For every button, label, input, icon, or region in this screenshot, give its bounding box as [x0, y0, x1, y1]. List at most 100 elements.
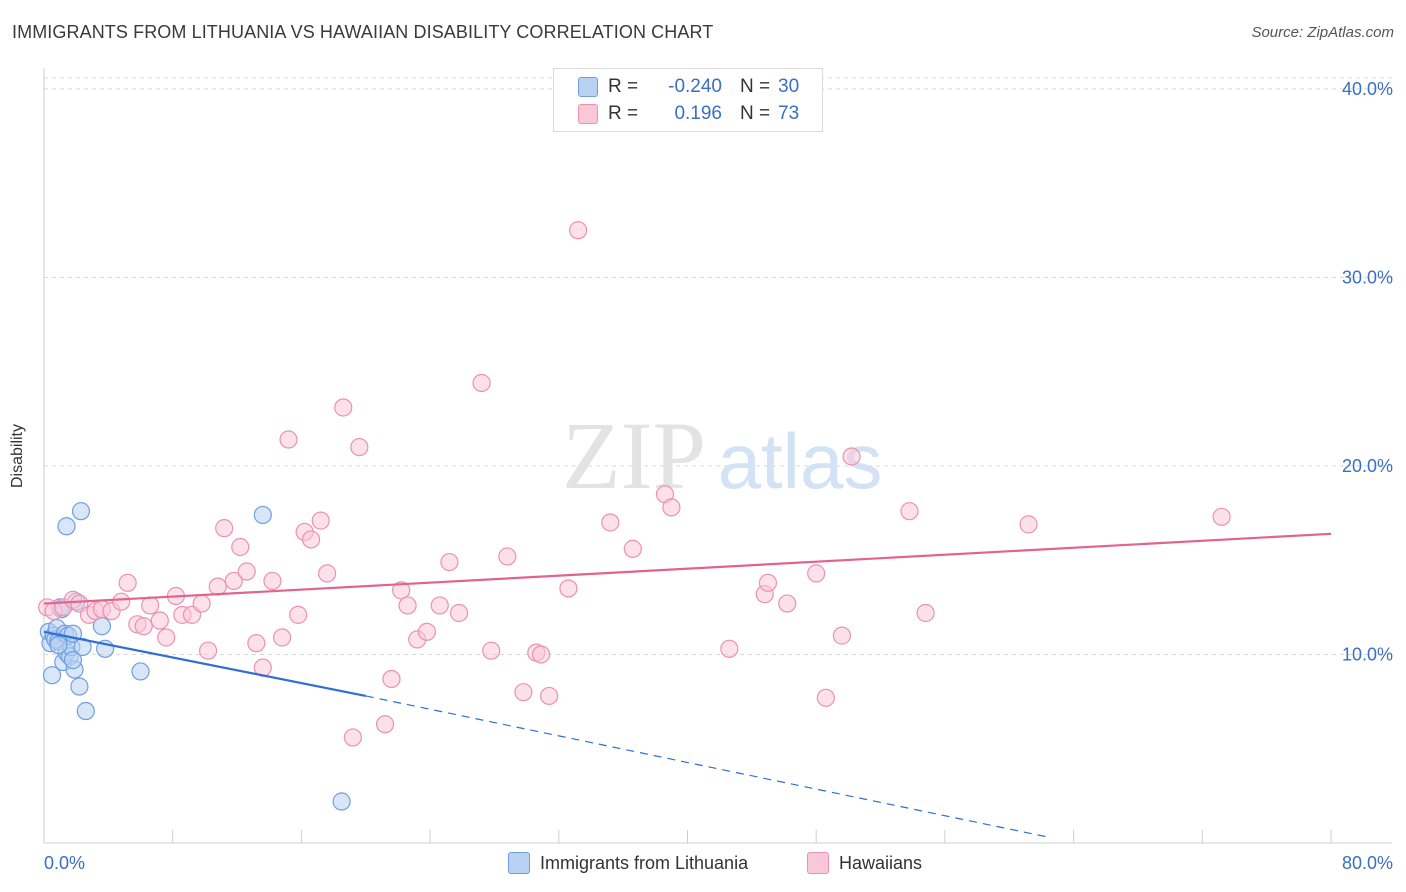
point-hawaiians — [318, 564, 337, 583]
point-hawaiians — [118, 573, 137, 592]
point-hawaiians — [350, 437, 369, 457]
point-lithuania — [76, 701, 95, 721]
point-lithuania — [42, 666, 62, 685]
data-points — [38, 221, 1231, 811]
legend-r-value: -0.240 — [668, 76, 722, 97]
legend-row-hawaiians: R = 0.196 N = 73 — [554, 100, 799, 128]
point-hawaiians — [662, 498, 681, 517]
point-hawaiians — [224, 571, 243, 591]
point-hawaiians — [247, 634, 266, 653]
legend-row-lithuania: R = -0.240 N = 30 — [554, 73, 799, 101]
point-hawaiians — [157, 628, 176, 647]
tick-labels: 10.0% 20.0% 30.0% 40.0% 0.0% 80.0% — [44, 79, 1393, 873]
point-hawaiians — [141, 596, 160, 615]
point-hawaiians — [198, 641, 218, 660]
source-label: Source: ZipAtlas.com — [1251, 24, 1394, 41]
legend-r-label: R = — [608, 76, 639, 97]
trend-line-lithuania — [43, 630, 366, 698]
point-hawaiians — [334, 398, 353, 417]
point-lithuania — [71, 502, 91, 521]
point-hawaiians — [382, 669, 401, 689]
watermark: ZIP atlas — [562, 402, 882, 509]
point-hawaiians — [440, 552, 459, 572]
bottom-legend-lithuania: Immigrants from Lithuania — [508, 852, 748, 874]
point-hawaiians — [398, 596, 417, 615]
point-hawaiians — [150, 611, 169, 630]
y-tick-label: 20.0% — [1342, 456, 1393, 476]
bottom-legend-label-hawaiians: Hawaiians — [839, 852, 923, 873]
point-hawaiians — [279, 430, 298, 449]
y-tick-label: 30.0% — [1342, 267, 1393, 287]
point-hawaiians — [540, 686, 559, 706]
axes — [43, 68, 1392, 844]
legend-n-label: N = — [740, 103, 771, 124]
point-hawaiians — [430, 596, 449, 615]
bottom-legend-label-lithuania: Immigrants from Lithuania — [540, 852, 749, 873]
point-hawaiians — [112, 592, 131, 611]
point-hawaiians — [842, 447, 861, 466]
point-lithuania — [57, 517, 76, 536]
point-hawaiians — [758, 573, 778, 592]
point-hawaiians — [916, 603, 935, 623]
legend-r-value: 0.196 — [674, 103, 722, 124]
bottom-legend-hawaiians: Hawaiians — [807, 852, 922, 874]
point-lithuania — [70, 677, 89, 696]
point-hawaiians — [417, 622, 436, 641]
point-hawaiians — [272, 628, 292, 647]
point-hawaiians — [1212, 507, 1231, 526]
bottom-legend-swatch-hawaiians — [807, 852, 829, 874]
bottom-legend-swatch-lithuania — [508, 852, 530, 874]
legend-n-value: 30 — [778, 76, 800, 97]
y-tick-label: 40.0% — [1342, 79, 1393, 99]
legend-r-label: R = — [608, 103, 639, 124]
legend-swatch-hawaiians — [578, 104, 598, 124]
point-lithuania — [253, 505, 272, 525]
point-hawaiians — [720, 639, 739, 658]
point-hawaiians — [498, 547, 517, 566]
point-hawaiians — [343, 728, 362, 747]
point-lithuania — [49, 635, 68, 655]
trend-line-hawaiians — [43, 532, 1332, 605]
point-hawaiians — [532, 645, 551, 664]
point-hawaiians — [208, 577, 227, 596]
point-hawaiians — [215, 519, 234, 538]
point-lithuania — [63, 651, 83, 670]
x-tick-label: 0.0% — [44, 853, 85, 873]
trend-lines — [43, 532, 1332, 838]
point-hawaiians — [134, 617, 153, 636]
point-hawaiians — [289, 605, 308, 624]
stats-legend: R = -0.240 N = 30 R = 0.196 N = 73 — [553, 68, 823, 132]
x-tick-label: 80.0% — [1342, 853, 1393, 873]
point-hawaiians — [472, 373, 491, 393]
point-hawaiians — [449, 603, 469, 623]
trend-line-lithuania-extension — [365, 695, 1050, 838]
watermark-zip: ZIP — [562, 402, 706, 509]
point-hawaiians — [900, 502, 919, 521]
point-hawaiians — [1019, 515, 1038, 534]
legend-n-value: 73 — [778, 103, 800, 124]
point-hawaiians — [311, 511, 330, 530]
point-hawaiians — [559, 579, 578, 598]
point-hawaiians — [392, 581, 411, 600]
legend-swatch-lithuania — [578, 77, 598, 97]
chart-title: IMMIGRANTS FROM LITHUANIA VS HAWAIIAN DI… — [12, 22, 714, 42]
point-hawaiians — [482, 641, 501, 660]
point-lithuania — [332, 792, 351, 811]
point-hawaiians — [263, 571, 282, 591]
point-hawaiians — [569, 221, 588, 240]
legend-n-label: N = — [740, 76, 771, 97]
point-hawaiians — [237, 562, 256, 581]
point-hawaiians — [807, 564, 826, 583]
point-hawaiians — [623, 539, 642, 558]
point-hawaiians — [816, 688, 835, 707]
point-hawaiians — [514, 683, 533, 702]
point-hawaiians — [192, 594, 211, 613]
point-hawaiians — [231, 537, 250, 557]
point-hawaiians — [301, 530, 321, 549]
point-hawaiians — [832, 626, 852, 645]
y-tick-label: 10.0% — [1342, 644, 1393, 664]
point-hawaiians — [778, 594, 797, 613]
point-hawaiians — [601, 513, 620, 532]
point-lithuania — [131, 662, 150, 681]
